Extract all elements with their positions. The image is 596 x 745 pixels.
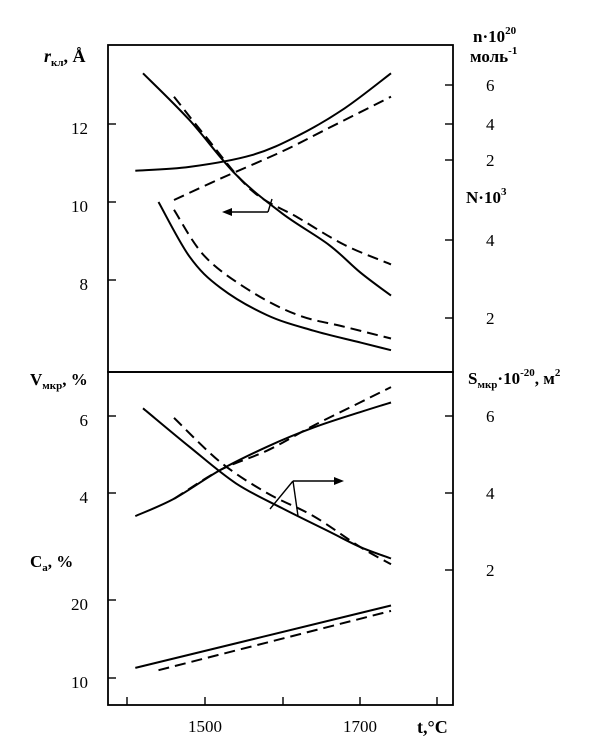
- top-series-4-solid-line: [157, 201, 392, 352]
- tick-label-S-2: 2: [486, 561, 495, 580]
- curves-layer: [134, 72, 392, 672]
- tick-label-N-2: 2: [486, 309, 495, 328]
- bottom-series-0-solid-line: [142, 407, 392, 560]
- tick-label-n-2: 2: [486, 151, 495, 170]
- tick-label-N-4: 4: [486, 231, 495, 250]
- tick-label-C-10: 10: [71, 673, 88, 692]
- top-right-upper-axis-label: n·1020: [473, 25, 517, 46]
- tick-label-C-20: 20: [71, 595, 88, 614]
- bottom-right-axis-label: Sмкр·10-20, м2: [468, 367, 561, 391]
- tick-label-r-10: 10: [71, 197, 88, 216]
- tick-label-V-6: 6: [80, 411, 89, 430]
- top-left-axis-label: rкл, Å: [44, 46, 86, 69]
- tick-label-r-12: 12: [71, 119, 88, 138]
- bottom-series-4-solid-line: [135, 604, 392, 669]
- top-right-upper-axis-unit: моль-1: [470, 45, 517, 66]
- top-series-0-solid-line: [142, 72, 392, 297]
- top-right-lower-axis-label: N·103: [466, 186, 507, 207]
- top-series-1-dashed-line: [173, 96, 392, 266]
- tick-label-n-6: 6: [486, 76, 495, 95]
- top-series-3-dashed-line: [173, 95, 392, 201]
- bottom-series-5-dashed-line: [158, 609, 392, 672]
- top-arrow-marker: [222, 198, 273, 216]
- top-series-2-solid-line: [135, 72, 392, 172]
- tick-label-t-1500: 1500: [188, 717, 222, 736]
- tick-marks: [108, 84, 453, 705]
- tick-label-S-6: 6: [486, 407, 495, 426]
- tick-label-S-4: 4: [486, 484, 495, 503]
- x-axis-title: t,°C: [417, 717, 448, 737]
- bottom-arrow-marker: [269, 477, 344, 517]
- bottom-series-1-dashed-line: [173, 417, 392, 566]
- tick-label-r-8: 8: [80, 275, 89, 294]
- bottom-panel-frame: [107, 371, 454, 706]
- top-series-5-dashed-line: [173, 209, 392, 340]
- bottom-left-upper-axis-label: Vмкр, %: [30, 370, 88, 392]
- tick-label-V-4: 4: [80, 488, 89, 507]
- tick-label-n-4: 4: [486, 115, 495, 134]
- tick-label-t-1700: 1700: [343, 717, 377, 736]
- bottom-left-lower-axis-label: Ca, %: [30, 552, 73, 574]
- bottom-series-3-dashed-line: [173, 386, 392, 500]
